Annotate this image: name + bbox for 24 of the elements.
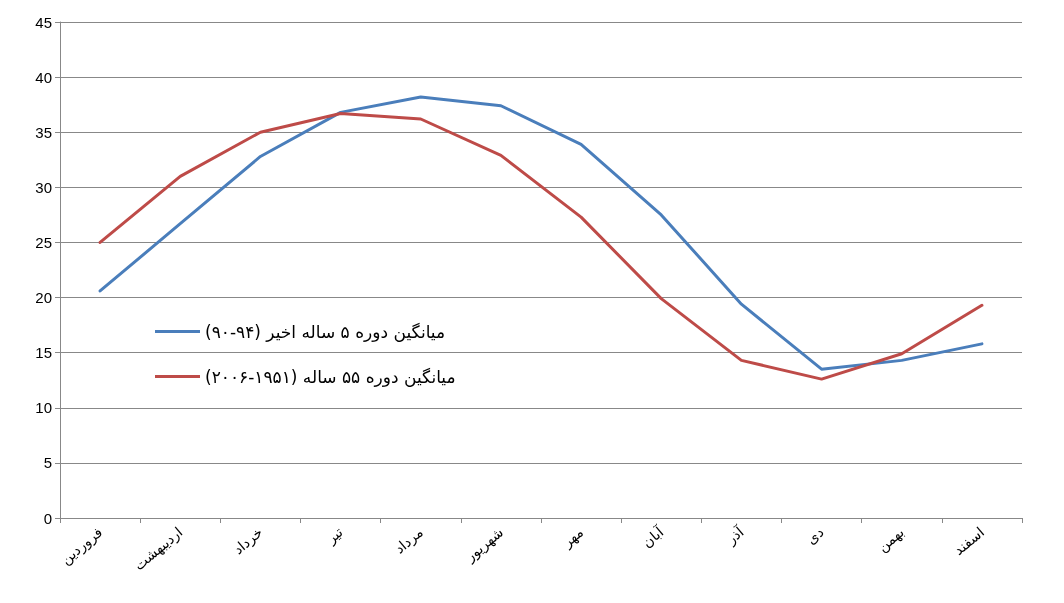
- legend-label: (۲۰۰۶-۱۹۵۱) میانگین دوره ۵۵ ساله: [205, 366, 456, 387]
- y-tick-label: 5: [43, 454, 52, 472]
- x-tick-label: دی: [803, 523, 827, 548]
- y-tick-label: 30: [35, 178, 52, 196]
- x-tick-label: اردیبهشت: [130, 523, 187, 574]
- x-tick-label: بهمن: [874, 523, 908, 556]
- y-tick-label: 10: [35, 399, 52, 417]
- y-tick-label: 45: [35, 13, 52, 31]
- x-tick-label: اسفند: [950, 523, 988, 559]
- legend-label: (۹۰-۹۴) میانگین دوره ۵ ساله اخیر: [205, 321, 446, 342]
- y-tick-label: 35: [35, 123, 52, 141]
- y-tick-label: 20: [35, 289, 52, 307]
- x-tick-label: مرداد: [391, 523, 427, 558]
- x-tick-label: خرداد: [230, 523, 267, 558]
- y-tick-label: 25: [35, 233, 52, 251]
- x-tick-label: آبان: [638, 523, 668, 551]
- y-tick-label: 0: [43, 509, 52, 527]
- x-tick-label: شهریور: [461, 523, 507, 566]
- x-tick-label: مهر: [558, 523, 587, 552]
- x-tick-label: تیر: [322, 523, 347, 548]
- x-tick-label: فروردین: [57, 523, 106, 569]
- y-tick-label: 40: [35, 68, 52, 86]
- y-tick-label: 15: [35, 344, 52, 362]
- x-tick-label: آذر: [722, 523, 749, 549]
